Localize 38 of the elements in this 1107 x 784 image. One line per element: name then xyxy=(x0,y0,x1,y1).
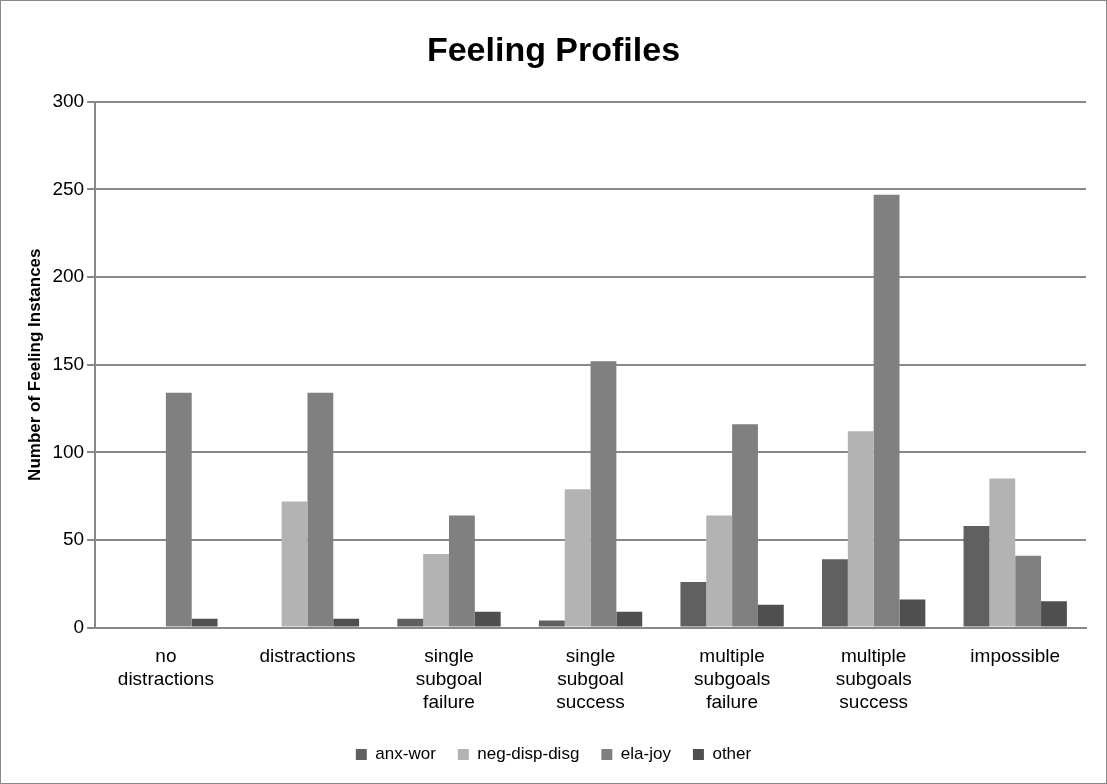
y-tick-label: 0 xyxy=(73,615,85,637)
bar xyxy=(191,618,218,627)
y-tick-label: 100 xyxy=(52,440,85,462)
y-axis-title: Number of Feeling Instances xyxy=(24,248,44,481)
bar xyxy=(680,582,707,627)
x-tick-label: single subgoal failure xyxy=(415,645,483,712)
x-tick-label: no distractions xyxy=(117,645,214,690)
legend-label: anx-wor xyxy=(375,744,437,764)
x-tick-label: multiple subgoals failure xyxy=(694,645,771,712)
bar xyxy=(899,599,926,627)
bar xyxy=(616,611,643,627)
legend-label: other xyxy=(712,744,752,764)
x-tick-label: impossible xyxy=(970,645,1061,667)
bar xyxy=(397,618,424,627)
chart-title: Feeling Profiles xyxy=(426,29,681,68)
bar xyxy=(538,620,565,627)
bar xyxy=(822,559,848,627)
bar xyxy=(706,515,733,627)
bar xyxy=(564,489,591,627)
x-tick-label: single subgoal success xyxy=(556,645,625,712)
legend-label: ela-joy xyxy=(620,744,672,764)
bar xyxy=(963,525,990,627)
y-tick-label: 150 xyxy=(52,352,85,374)
bar xyxy=(281,501,308,627)
y-tick-label: 250 xyxy=(52,177,85,199)
bar xyxy=(1041,601,1067,627)
legend-label: neg-disp-disg xyxy=(477,744,580,764)
bar xyxy=(423,553,449,627)
y-tick-label: 300 xyxy=(52,90,85,112)
bar xyxy=(333,618,360,627)
bar xyxy=(847,431,874,627)
bar xyxy=(757,604,784,627)
y-tick-label: 50 xyxy=(62,528,85,550)
x-tick-label: distractions xyxy=(259,645,356,667)
y-tick-label: 200 xyxy=(52,265,85,287)
bar xyxy=(989,478,1016,627)
x-tick-label: multiple subgoals success xyxy=(835,645,912,712)
bar xyxy=(474,611,501,627)
